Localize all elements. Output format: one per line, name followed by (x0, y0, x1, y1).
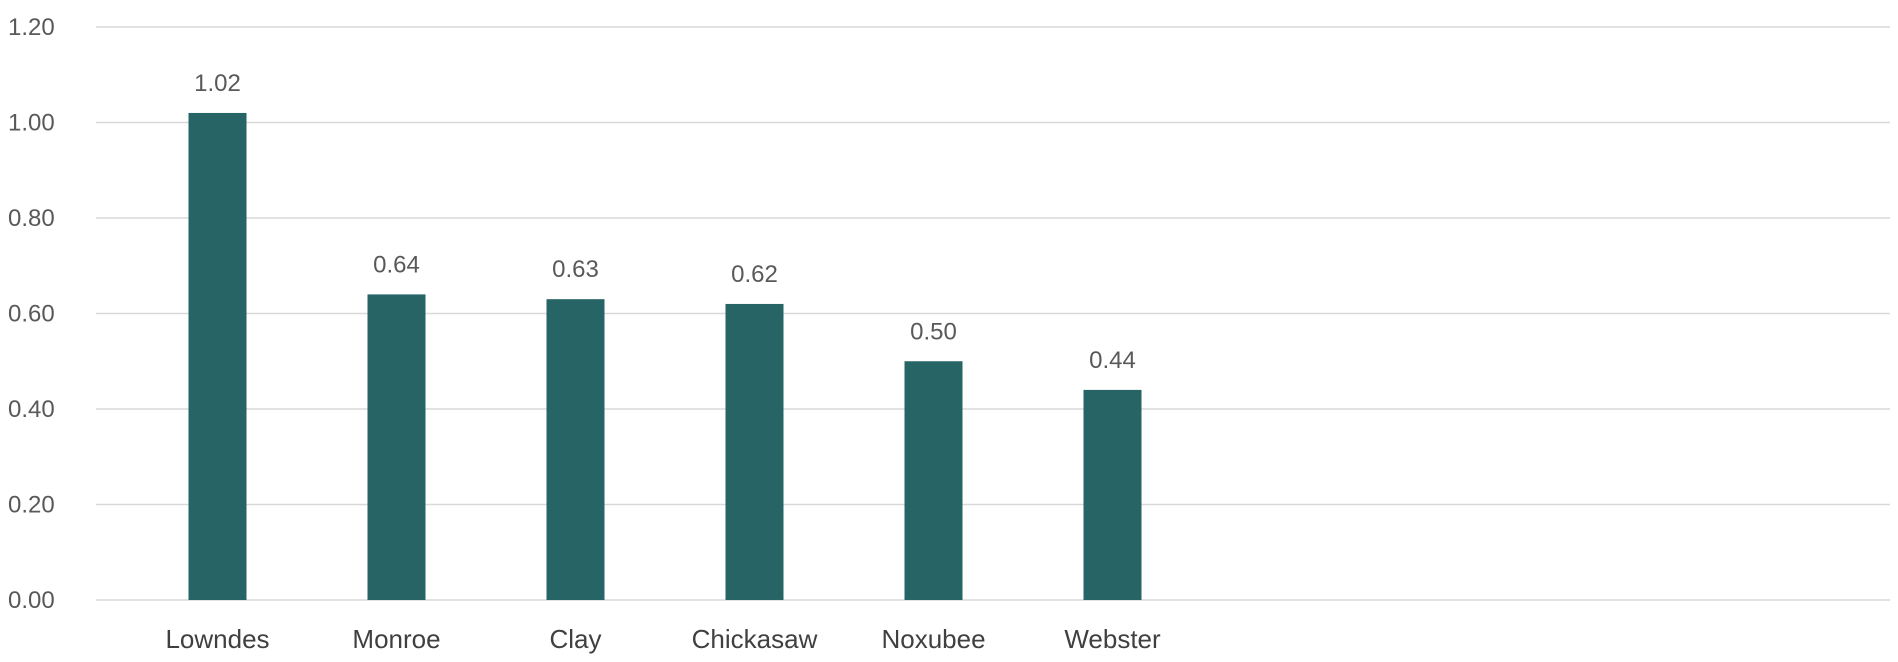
y-tick-label: 0.80 (8, 205, 55, 232)
category-label-clay: Clay (549, 624, 601, 654)
y-tick-label: 0.20 (8, 492, 55, 519)
bar-lowndes (188, 112, 247, 600)
data-label-clay: 0.63 (552, 256, 599, 283)
category-label-monroe: Monroe (352, 624, 440, 654)
bar-clay (546, 299, 605, 600)
category-label-noxubee: Noxubee (881, 624, 985, 654)
data-label-webster: 0.44 (1089, 347, 1136, 374)
x-axis-category-labels: Lowndes Monroe Clay Chickasaw Noxubee Webster (165, 624, 1161, 654)
y-tick-label: 0.00 (8, 587, 55, 614)
data-label-lowndes: 1.02 (194, 70, 241, 97)
y-axis-tick-labels: 0.00 0.20 0.40 0.60 0.80 1.00 1.20 (8, 14, 55, 614)
data-labels: 1.02 0.64 0.63 0.62 0.50 0.44 (194, 70, 1136, 374)
bar-monroe (367, 294, 426, 600)
y-tick-label: 0.60 (8, 301, 55, 328)
y-tick-label: 1.20 (8, 14, 55, 41)
category-label-lowndes: Lowndes (165, 624, 269, 654)
bar-noxubee (904, 361, 963, 600)
bar-webster (1083, 389, 1142, 600)
y-tick-label: 1.00 (8, 110, 55, 137)
bar-chickasaw (725, 303, 784, 600)
gridlines (96, 26, 1890, 601)
category-label-webster: Webster (1064, 624, 1161, 654)
y-tick-label: 0.40 (8, 396, 55, 423)
category-label-chickasaw: Chickasaw (692, 624, 818, 654)
data-label-chickasaw: 0.62 (731, 261, 778, 288)
data-label-monroe: 0.64 (373, 251, 420, 278)
data-label-noxubee: 0.50 (910, 318, 957, 345)
bars (188, 112, 1142, 600)
